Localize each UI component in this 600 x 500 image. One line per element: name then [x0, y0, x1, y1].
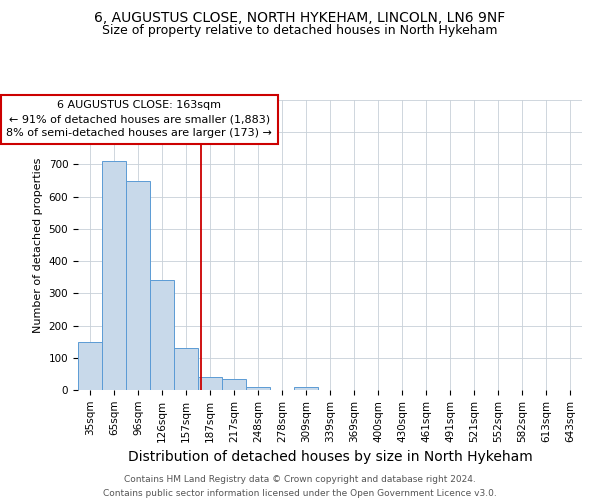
- Text: 6 AUGUSTUS CLOSE: 163sqm
← 91% of detached houses are smaller (1,883)
8% of semi: 6 AUGUSTUS CLOSE: 163sqm ← 91% of detach…: [6, 100, 272, 138]
- Bar: [294, 387, 318, 390]
- Text: Contains HM Land Registry data © Crown copyright and database right 2024.
Contai: Contains HM Land Registry data © Crown c…: [103, 476, 497, 498]
- Bar: [246, 387, 270, 390]
- Text: 6, AUGUSTUS CLOSE, NORTH HYKEHAM, LINCOLN, LN6 9NF: 6, AUGUSTUS CLOSE, NORTH HYKEHAM, LINCOL…: [94, 12, 506, 26]
- X-axis label: Distribution of detached houses by size in North Hykeham: Distribution of detached houses by size …: [128, 450, 532, 464]
- Bar: [102, 161, 126, 390]
- Bar: [222, 378, 246, 390]
- Bar: [126, 180, 150, 390]
- Text: Size of property relative to detached houses in North Hykeham: Size of property relative to detached ho…: [102, 24, 498, 37]
- Bar: [78, 342, 102, 390]
- Bar: [174, 348, 198, 390]
- Bar: [150, 280, 174, 390]
- Bar: [198, 377, 222, 390]
- Y-axis label: Number of detached properties: Number of detached properties: [33, 158, 43, 332]
